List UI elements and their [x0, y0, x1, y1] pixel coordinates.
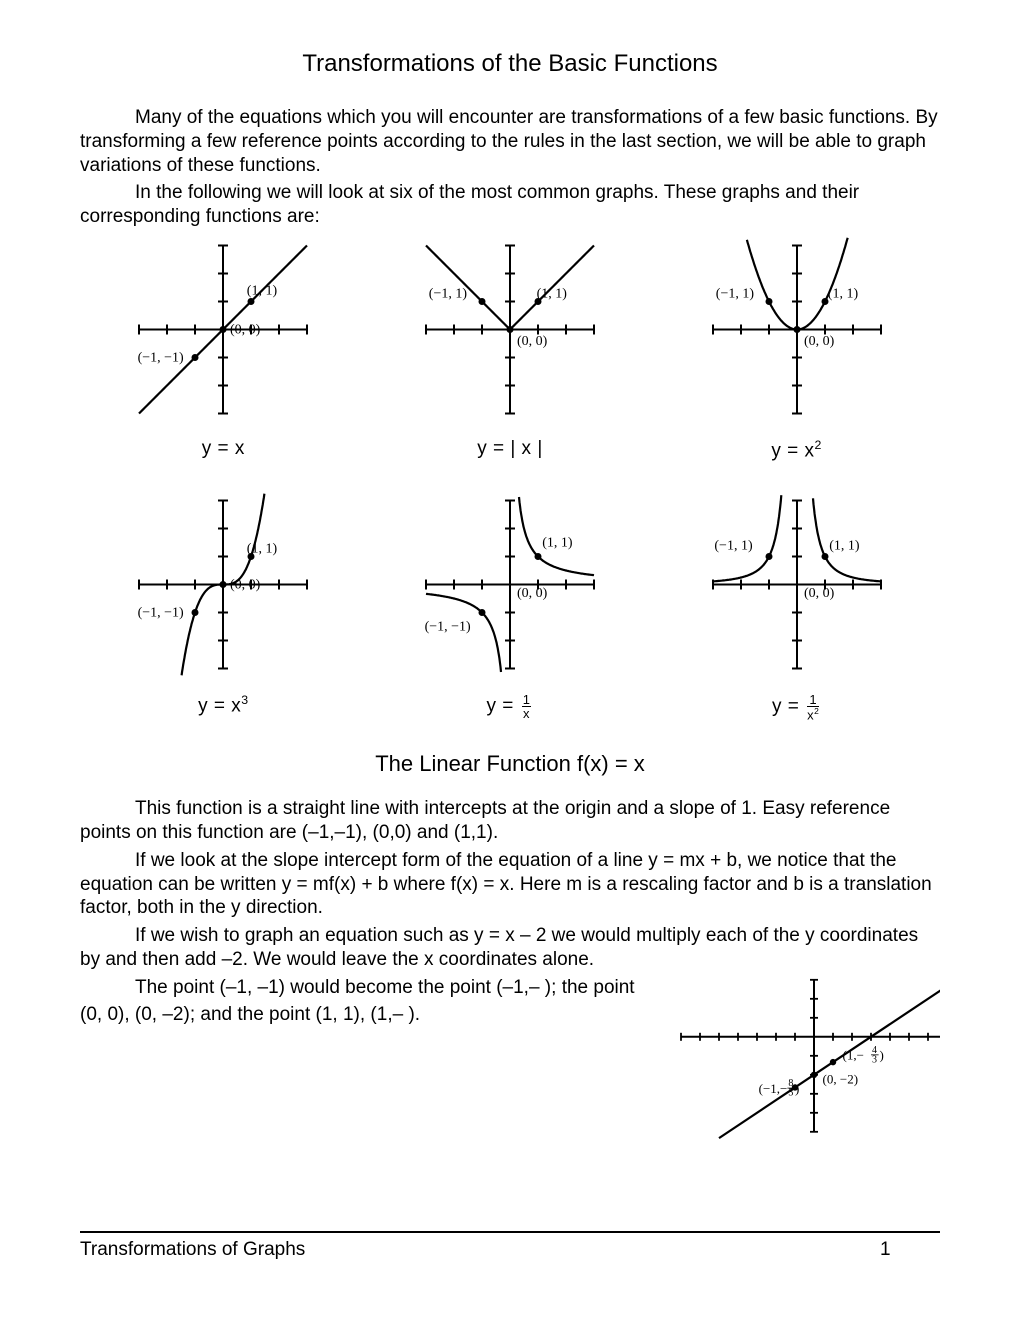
- section-title: The Linear Function f(x) = x: [80, 751, 940, 777]
- svg-text:(0, −2): (0, −2): [823, 1071, 859, 1086]
- svg-text:3: 3: [872, 1054, 877, 1065]
- mini-graph: (1, 1) (0, 0) (−1, −1): [113, 492, 333, 687]
- svg-text:(0, 0): (0, 0): [230, 322, 261, 337]
- graph-cell: (1, 1) (0, 0) (−1, −1) y = x: [113, 237, 333, 462]
- svg-text:(−1, 1): (−1, 1): [714, 539, 753, 554]
- graph-cell: (1, 1) (0, 0) (−1, −1) y = 1x: [400, 492, 620, 721]
- svg-text:): ): [880, 1047, 884, 1062]
- footer: Transformations of Graphs 1: [80, 1231, 940, 1261]
- graph-caption: y = x: [202, 438, 245, 460]
- svg-text:(1, 1): (1, 1): [247, 283, 278, 298]
- svg-text:(1,−: (1,−: [843, 1047, 864, 1062]
- svg-text:(1, 1): (1, 1): [247, 541, 278, 556]
- mini-graph: (−1, 1) (1, 1) (0, 0): [687, 237, 907, 432]
- svg-text:): ): [795, 1081, 799, 1096]
- svg-text:(−1, −1): (−1, −1): [425, 620, 471, 635]
- svg-text:(1, 1): (1, 1): [829, 539, 860, 554]
- bottom-graph: (−1,− 83)(0, −2)(1,− 43): [660, 976, 940, 1171]
- svg-text:(1, 1): (1, 1): [827, 286, 858, 301]
- svg-text:(−1, 1): (−1, 1): [429, 286, 468, 301]
- svg-text:(−1,−: (−1,−: [759, 1081, 788, 1096]
- svg-text:(−1, 1): (−1, 1): [715, 286, 754, 301]
- svg-text:(0, 0): (0, 0): [804, 586, 835, 601]
- graph-caption: y = x2: [771, 438, 822, 462]
- svg-text:(1, 1): (1, 1): [537, 286, 568, 301]
- svg-text:(0, 0): (0, 0): [517, 334, 548, 349]
- body-p3: If we wish to graph an equation such as …: [80, 924, 940, 972]
- bottom-section: The point (–1, –1) would become the poin…: [80, 976, 940, 1171]
- svg-text:3: 3: [788, 1087, 793, 1098]
- graph-cell: (1, 1) (0, 0) (−1, −1) y = x3: [113, 492, 333, 721]
- svg-text:(1, 1): (1, 1): [542, 536, 573, 551]
- graph-caption: y = x3: [198, 693, 249, 717]
- svg-text:(−1, −1): (−1, −1): [138, 606, 184, 621]
- graph-cell: (−1, 1) (1, 1) (0, 0) y = 1x2: [687, 492, 907, 721]
- intro-p2: In the following we will look at six of …: [80, 181, 940, 229]
- graph-cell: (−1, 1) (1, 1) (0, 0) y = | x |: [400, 237, 620, 462]
- svg-text:(0, 0): (0, 0): [517, 586, 548, 601]
- svg-text:(0, 0): (0, 0): [230, 578, 261, 593]
- mini-graph: (−1, 1) (1, 1) (0, 0): [400, 237, 620, 432]
- svg-text:(0, 0): (0, 0): [804, 334, 835, 349]
- intro-p1: Many of the equations which you will enc…: [80, 106, 940, 177]
- mini-graph: (1, 1) (0, 0) (−1, −1): [400, 492, 620, 687]
- graph-caption: y = | x |: [477, 438, 543, 460]
- graph-cell: (−1, 1) (1, 1) (0, 0) y = x2: [687, 237, 907, 462]
- graph-caption: y = 1x: [487, 693, 534, 720]
- graphs-row-2: (1, 1)(0, 0)(−1, −1)y = x3(1, 1)(0, 0)(−…: [80, 492, 940, 721]
- mini-graph: (1, 1) (0, 0) (−1, −1): [113, 237, 333, 432]
- page: Transformations of the Basic Functions M…: [0, 0, 1020, 1320]
- footer-page: 1: [880, 1239, 940, 1261]
- page-title: Transformations of the Basic Functions: [80, 50, 940, 78]
- mini-graph: (−1, 1) (1, 1) (0, 0): [687, 492, 907, 687]
- graphs-row-1: (1, 1) (0, 0) (−1, −1) y = x (−1, 1) (1, 1) (0…: [80, 237, 940, 462]
- body-p4a: The point (–1, –1) would become the poin…: [80, 976, 650, 1000]
- body-p2: If we look at the slope intercept form o…: [80, 849, 940, 920]
- body-p1: This function is a straight line with in…: [80, 797, 940, 845]
- graph-caption: y = 1x2: [772, 693, 821, 721]
- svg-text:(−1, −1): (−1, −1): [138, 350, 184, 365]
- footer-left: Transformations of Graphs: [80, 1239, 670, 1261]
- body-p4b: (0, 0), (0, –2); and the point (1, 1), (…: [80, 1003, 650, 1027]
